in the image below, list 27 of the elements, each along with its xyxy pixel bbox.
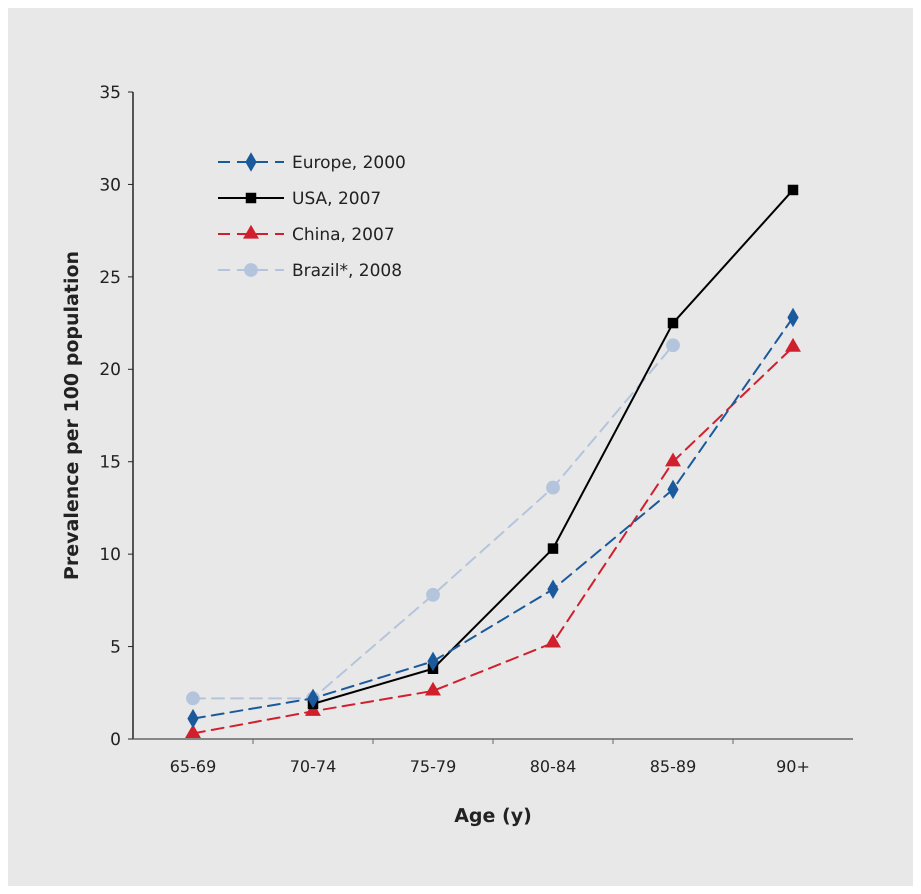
legend-label: USA, 2007 [292,188,382,209]
y-tick-label: 0 [110,730,121,750]
point [666,338,680,352]
x-tick-label: 70-74 [290,757,336,776]
x-tick-label: 65-69 [170,757,216,776]
x-axis-title: Age (y) [454,805,532,827]
legend-label: Brazil*, 2008 [292,260,402,281]
point [546,480,560,494]
y-tick-label: 30 [99,175,121,196]
point [548,543,558,554]
x-tick-label: 75-79 [410,757,456,776]
y-tick-label: 35 [99,82,121,103]
x-tick-label: 85-89 [650,757,696,776]
y-tick-label: 25 [99,268,121,288]
legend-label: Europe, 2000 [292,152,406,173]
x-tick-label: 90+ [776,757,810,776]
point [426,588,440,602]
point [186,691,200,706]
y-tick-label: 15 [99,452,121,473]
x-tick-label: 80-84 [530,757,576,776]
y-tick-label: 20 [99,360,121,380]
legend-label: China, 2007 [292,224,395,245]
y-tick-label: 10 [99,545,121,566]
y-tick-label: 5 [110,638,121,658]
point [788,184,798,196]
y-axis-title: Prevalence per 100 population [61,250,83,580]
point [668,318,678,328]
